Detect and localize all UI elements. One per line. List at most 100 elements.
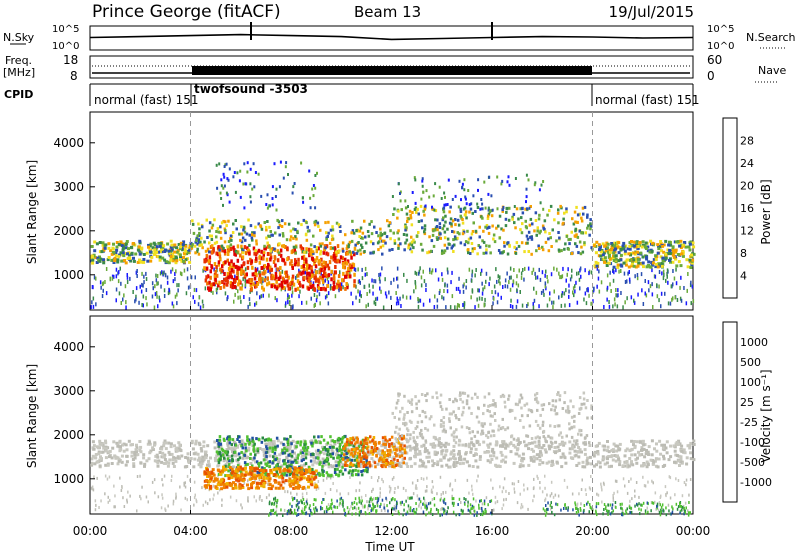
echo-cell	[219, 444, 223, 448]
echo-cell	[626, 463, 630, 467]
echo-cell	[288, 483, 292, 487]
echo-cell	[660, 264, 664, 268]
echo-cell	[255, 437, 258, 441]
echo-cell	[252, 444, 256, 448]
echo-cell	[502, 228, 505, 232]
echo-cell	[626, 247, 630, 251]
echo-cell	[301, 300, 303, 305]
echo-cell	[350, 239, 354, 243]
echo-cell	[360, 470, 363, 473]
echo-cell	[397, 246, 400, 250]
echo-cell	[241, 456, 245, 460]
echo-cell	[276, 439, 280, 443]
echo-cell	[237, 452, 241, 456]
echo-cell	[212, 473, 216, 477]
echo-cell	[377, 449, 381, 453]
echo-cell	[630, 439, 634, 443]
echo-cell	[431, 268, 434, 273]
echo-cell	[147, 500, 149, 504]
echo-cell	[261, 469, 265, 472]
echo-cell	[478, 245, 482, 249]
echo-cell	[304, 487, 307, 491]
echo-cell	[307, 485, 310, 489]
echo-cell	[644, 279, 646, 283]
echo-cell	[363, 284, 366, 289]
echo-cell	[230, 275, 234, 280]
echo-cell	[218, 443, 221, 446]
echo-cell	[487, 445, 491, 449]
echo-cell	[102, 258, 105, 262]
echo-cell	[170, 252, 174, 256]
echo-cell	[355, 465, 358, 468]
echo-cell	[527, 250, 530, 253]
echo-cell	[464, 210, 468, 214]
echo-cell	[676, 240, 680, 243]
echo-cell	[420, 506, 422, 510]
echo-cell	[496, 300, 499, 305]
echo-cell	[335, 464, 338, 468]
echo-cell	[638, 495, 640, 499]
echo-cell	[596, 261, 600, 265]
echo-cell	[317, 435, 320, 439]
echo-cell	[363, 250, 366, 253]
echo-cell	[93, 475, 95, 479]
echo-cell	[257, 464, 261, 468]
echo-cell	[421, 177, 424, 181]
echo-cell	[651, 261, 655, 265]
echo-cell	[289, 229, 293, 233]
echo-cell	[580, 502, 582, 506]
echo-cell	[258, 447, 262, 450]
echo-cell	[359, 252, 362, 256]
echo-cell	[550, 507, 552, 511]
echo-cell	[301, 284, 305, 289]
echo-cell	[327, 280, 330, 285]
echo-cell	[630, 477, 632, 481]
echo-cell	[501, 179, 504, 183]
echo-cell	[208, 234, 212, 238]
echo-cell	[342, 285, 344, 290]
echo-cell	[388, 464, 392, 468]
echo-cell	[216, 227, 220, 231]
echo-cell	[544, 499, 546, 503]
echo-cell	[264, 451, 268, 455]
echo-cell	[449, 484, 451, 488]
echo-cell	[480, 271, 482, 276]
echo-cell	[678, 442, 682, 446]
echo-cell	[327, 465, 331, 469]
echo-cell	[256, 449, 260, 453]
echo-cell	[305, 448, 309, 452]
echo-cell	[266, 206, 269, 210]
echo-cell	[289, 435, 292, 439]
echo-cell	[353, 283, 356, 288]
echo-cell	[161, 496, 164, 500]
echo-cell	[525, 226, 528, 230]
echo-cell	[301, 247, 305, 252]
echo-cell	[304, 270, 306, 275]
echo-cell	[554, 493, 557, 497]
echo-cell	[457, 443, 461, 447]
echo-cell	[606, 246, 610, 250]
noise-right-tick-top: 10^5	[707, 24, 734, 35]
echo-cell	[208, 221, 212, 225]
echo-cell	[93, 240, 97, 244]
echo-cell	[322, 478, 325, 482]
echo-cell	[227, 178, 230, 182]
echo-cell	[141, 303, 143, 307]
echo-cell	[173, 243, 177, 247]
echo-cell	[563, 247, 566, 251]
echo-cell	[353, 279, 356, 284]
echo-cell	[211, 244, 214, 248]
echo-cell	[539, 229, 542, 233]
echo-cell	[467, 464, 471, 468]
echo-cell	[337, 279, 340, 284]
echo-cell	[405, 445, 409, 449]
echo-cell	[444, 203, 447, 207]
echo-cell	[104, 456, 108, 460]
echo-cell	[435, 225, 439, 228]
echo-cell	[628, 247, 632, 251]
echo-cell	[562, 266, 564, 271]
echo-cell	[526, 487, 529, 491]
echo-cell	[544, 240, 548, 244]
echo-cell	[617, 448, 621, 452]
echo-cell	[576, 235, 580, 239]
